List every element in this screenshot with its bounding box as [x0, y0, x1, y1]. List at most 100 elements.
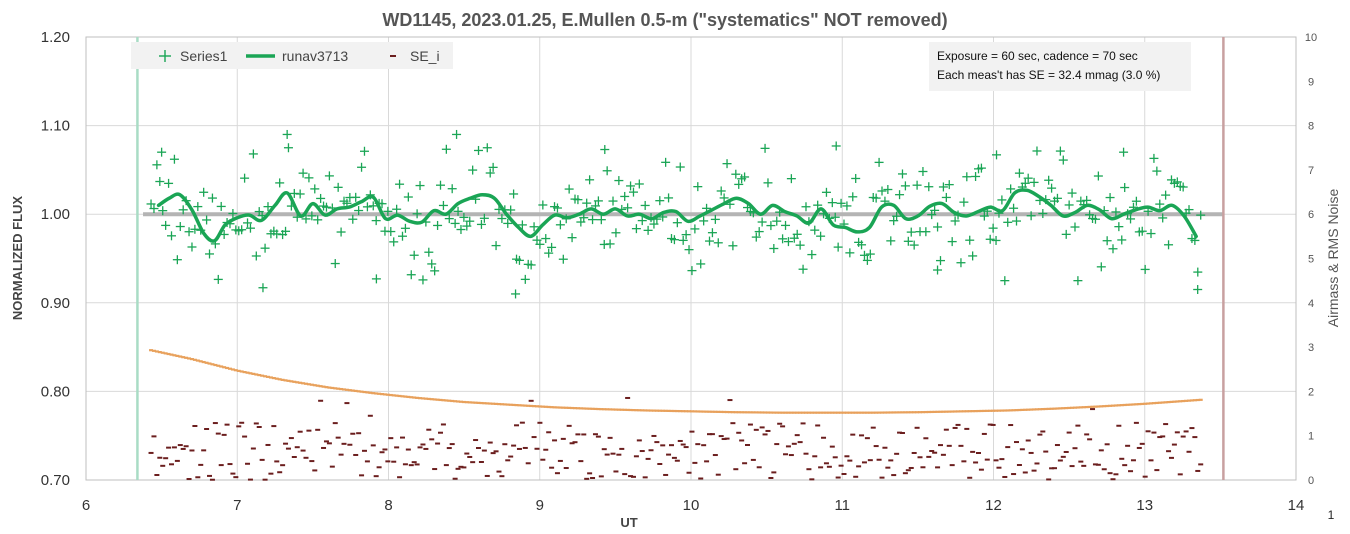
- y2-tick-label: 0: [1308, 475, 1314, 487]
- series1-point: [596, 215, 606, 225]
- legend-marker-series1: [159, 50, 171, 62]
- series1-point: [281, 226, 291, 236]
- series1-point: [400, 223, 410, 233]
- series1-point: [207, 193, 217, 203]
- series1-point: [1111, 207, 1121, 217]
- series1-point: [1140, 264, 1150, 274]
- series1-point: [862, 255, 872, 265]
- series1-point: [354, 206, 364, 216]
- series1-point: [1064, 200, 1074, 210]
- series1-point: [845, 248, 855, 258]
- series1-point: [245, 223, 255, 233]
- series1-point: [503, 218, 513, 228]
- series1-point: [933, 265, 943, 275]
- series1-point: [865, 249, 875, 259]
- series1-point: [813, 200, 823, 210]
- series1-point: [631, 224, 641, 234]
- series1-point: [564, 184, 574, 194]
- series1-point: [938, 182, 948, 192]
- series1-point: [157, 147, 167, 157]
- series1-point: [371, 216, 381, 226]
- series1-point: [628, 187, 638, 197]
- series1-point: [886, 236, 896, 246]
- series1-point: [1073, 276, 1083, 286]
- annotation-line-1: Exposure = 60 sec, cadence = 70 sec: [937, 49, 1138, 63]
- series1-point: [359, 146, 369, 156]
- series1-point: [798, 264, 808, 274]
- chart-title: WD1145, 2023.01.25, E.Mullen 0.5-m ("sys…: [382, 10, 947, 30]
- series1-point: [283, 143, 293, 153]
- series1-point: [851, 173, 861, 183]
- series1-point: [1146, 229, 1156, 239]
- series1-point: [772, 216, 782, 226]
- series1-point: [801, 202, 811, 212]
- series1-point: [781, 220, 791, 230]
- series1-point: [1020, 178, 1030, 188]
- series1-point: [476, 219, 486, 229]
- series1-point: [895, 190, 905, 200]
- series1-point: [152, 160, 162, 170]
- series1-point: [228, 208, 238, 218]
- series1-point: [681, 230, 691, 240]
- series1-point: [833, 242, 843, 252]
- series1-point: [535, 239, 545, 249]
- x-axis-label: UT: [620, 515, 637, 530]
- series1-point: [558, 254, 568, 264]
- series1-point: [684, 245, 694, 255]
- series1-point: [479, 213, 489, 223]
- series1-point: [573, 195, 583, 205]
- series1-point: [456, 225, 466, 235]
- series1-point: [1117, 235, 1127, 245]
- series1-point: [1082, 195, 1092, 205]
- series1-point: [520, 274, 530, 284]
- series1-point: [699, 216, 709, 226]
- x-tick-label: 11: [834, 497, 850, 514]
- series1-point: [1119, 147, 1129, 157]
- series1-point: [1029, 177, 1039, 187]
- series1-point: [511, 289, 521, 299]
- annotation-line-2: Each meas't has SE = 32.4 mmag (3.0 %): [937, 68, 1160, 82]
- series1-point: [541, 234, 551, 244]
- series1-point: [497, 214, 507, 224]
- series1-point: [734, 179, 744, 189]
- legend-label-se-i: SE_i: [410, 48, 440, 64]
- series1-point: [453, 206, 463, 216]
- series1-point: [707, 228, 717, 238]
- series1-point: [1014, 168, 1024, 178]
- series1-point: [155, 177, 165, 187]
- series1-point: [1193, 285, 1203, 295]
- series1-point: [719, 193, 729, 203]
- y2-axis-ticks: 0 1 2 3 4 5 6 7 8 9 10: [1305, 32, 1317, 487]
- series1-point: [848, 192, 858, 202]
- series1-point: [710, 214, 720, 224]
- series1-point: [397, 231, 407, 241]
- series1-point: [976, 163, 986, 173]
- series1-point: [728, 241, 738, 251]
- series1-point: [941, 192, 951, 202]
- series1-point: [1126, 214, 1136, 224]
- series1-point: [1012, 216, 1022, 226]
- series1-point: [979, 211, 989, 221]
- series1-point: [529, 222, 539, 232]
- series1-point: [330, 259, 340, 269]
- x-tick-label: 14: [1288, 497, 1305, 514]
- series1-point: [924, 182, 934, 192]
- series1-point: [1193, 267, 1203, 277]
- airmass-series: [149, 349, 1203, 414]
- series1-point: [827, 198, 837, 208]
- y-tick-label: 1.00: [41, 206, 70, 223]
- series1-point: [1044, 175, 1054, 185]
- series1-point: [392, 204, 402, 214]
- series1-point: [912, 180, 922, 190]
- series1-point: [1090, 214, 1100, 224]
- series1-point: [962, 172, 972, 182]
- series1-point: [605, 239, 615, 249]
- series1-point: [757, 217, 767, 227]
- series1-point: [1184, 205, 1194, 215]
- y2-tick-label: 8: [1308, 121, 1314, 133]
- series1-point: [178, 205, 188, 215]
- series1-point: [687, 266, 697, 276]
- series1-point: [778, 234, 788, 244]
- series1-point: [968, 251, 978, 261]
